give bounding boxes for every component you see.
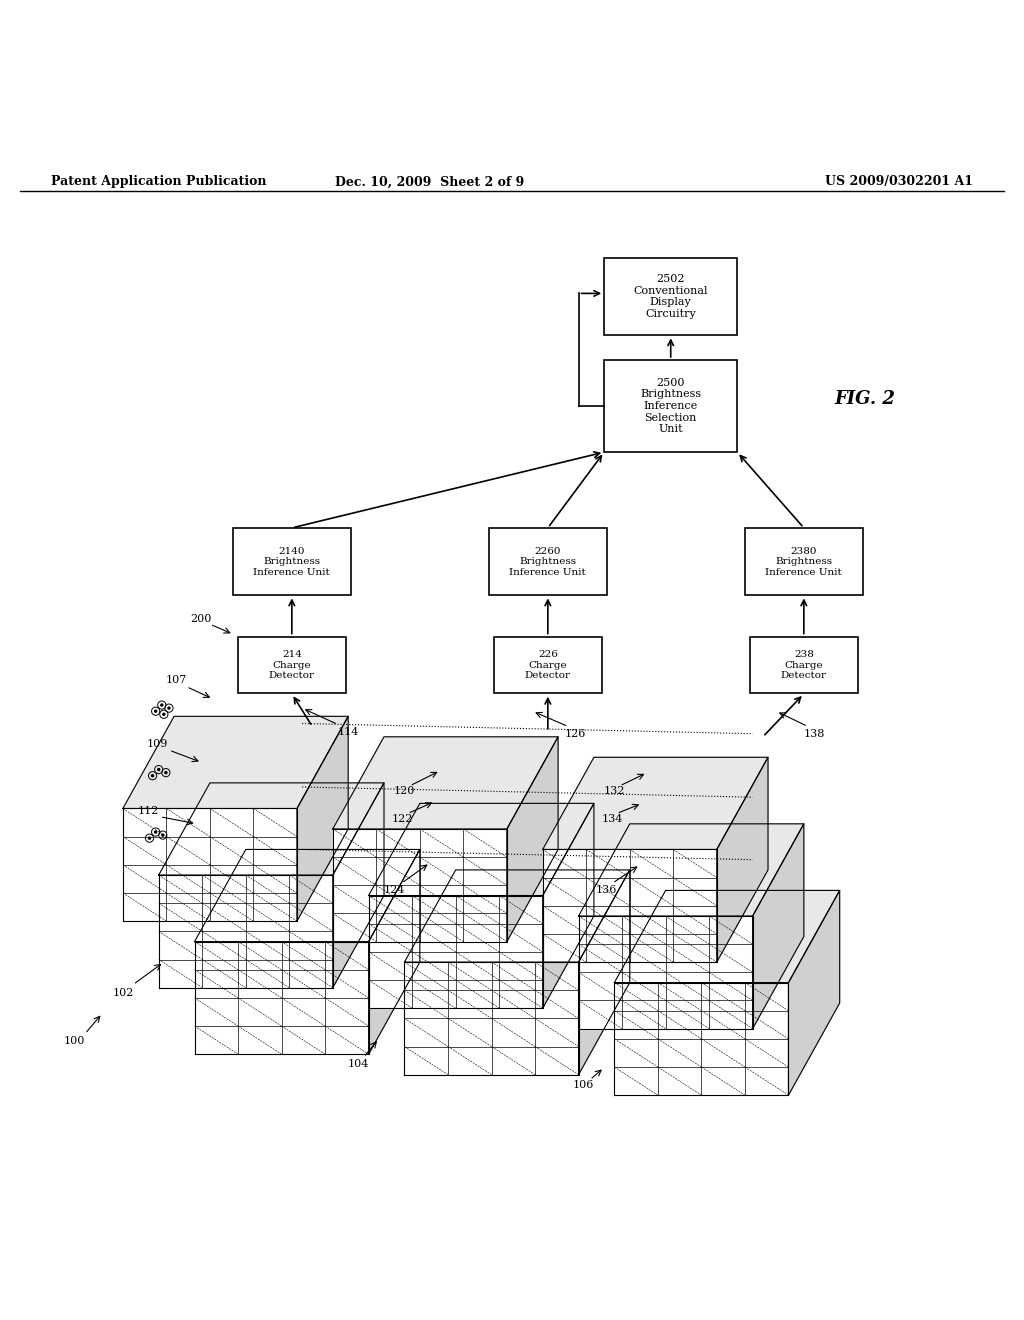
Text: 2140
Brightness
Inference Unit: 2140 Brightness Inference Unit [254,546,330,577]
Text: 102: 102 [113,987,133,998]
Polygon shape [579,824,804,916]
Polygon shape [123,808,297,921]
Text: 2500
Brightness
Inference
Selection
Unit: 2500 Brightness Inference Selection Unit [640,378,701,434]
Polygon shape [579,870,630,1074]
Polygon shape [369,850,420,1055]
Text: 100: 100 [65,1036,85,1045]
FancyBboxPatch shape [489,528,606,595]
Text: Dec. 10, 2009  Sheet 2 of 9: Dec. 10, 2009 Sheet 2 of 9 [336,176,524,189]
Text: 136: 136 [596,886,616,895]
Text: 126: 126 [565,729,586,739]
Polygon shape [333,737,558,829]
Circle shape [163,713,165,715]
Polygon shape [333,783,384,987]
Circle shape [155,832,157,833]
FancyBboxPatch shape [750,638,858,693]
Circle shape [155,710,157,713]
Polygon shape [297,717,348,921]
FancyBboxPatch shape [495,638,602,693]
FancyBboxPatch shape [604,259,737,335]
Text: 112: 112 [138,805,159,816]
FancyBboxPatch shape [604,360,737,453]
Circle shape [148,837,151,840]
Text: 120: 120 [394,787,415,796]
Text: 107: 107 [166,676,186,685]
Polygon shape [788,891,840,1096]
Circle shape [152,775,154,776]
Polygon shape [543,758,768,850]
Circle shape [158,768,160,771]
Text: 104: 104 [348,1060,369,1069]
Text: 114: 114 [338,727,358,737]
Text: 106: 106 [573,1080,594,1090]
Circle shape [161,704,163,706]
Text: US 2009/0302201 A1: US 2009/0302201 A1 [824,176,973,189]
Circle shape [162,834,164,836]
Text: 122: 122 [392,813,413,824]
Polygon shape [369,895,543,1008]
Polygon shape [159,783,384,875]
Polygon shape [195,850,420,941]
Polygon shape [579,916,753,1028]
Polygon shape [159,875,333,987]
Text: 214
Charge
Detector: 214 Charge Detector [269,651,314,680]
Text: 138: 138 [804,729,824,739]
Text: 109: 109 [147,739,168,748]
Polygon shape [543,804,594,1008]
Text: 200: 200 [190,614,211,624]
Polygon shape [369,804,594,895]
FancyBboxPatch shape [745,528,862,595]
Circle shape [165,772,167,774]
FancyBboxPatch shape [238,638,345,693]
Polygon shape [614,982,788,1096]
Polygon shape [543,850,717,962]
Text: 2380
Brightness
Inference Unit: 2380 Brightness Inference Unit [766,546,842,577]
Text: 132: 132 [604,787,625,796]
FancyBboxPatch shape [232,528,350,595]
Polygon shape [404,870,630,962]
Text: 134: 134 [602,813,623,824]
Polygon shape [195,941,369,1055]
Polygon shape [507,737,558,941]
Circle shape [168,708,170,709]
Polygon shape [753,824,804,1028]
Polygon shape [404,962,579,1074]
Text: 238
Charge
Detector: 238 Charge Detector [781,651,826,680]
Text: 124: 124 [384,886,404,895]
Text: 2502
Conventional
Display
Circuitry: 2502 Conventional Display Circuitry [634,275,708,319]
Polygon shape [123,717,348,808]
Text: 2260
Brightness
Inference Unit: 2260 Brightness Inference Unit [510,546,586,577]
Polygon shape [717,758,768,962]
Polygon shape [333,829,507,941]
Text: 226
Charge
Detector: 226 Charge Detector [525,651,570,680]
Polygon shape [614,891,840,982]
Text: FIG. 2: FIG. 2 [835,389,896,408]
Text: Patent Application Publication: Patent Application Publication [51,176,266,189]
